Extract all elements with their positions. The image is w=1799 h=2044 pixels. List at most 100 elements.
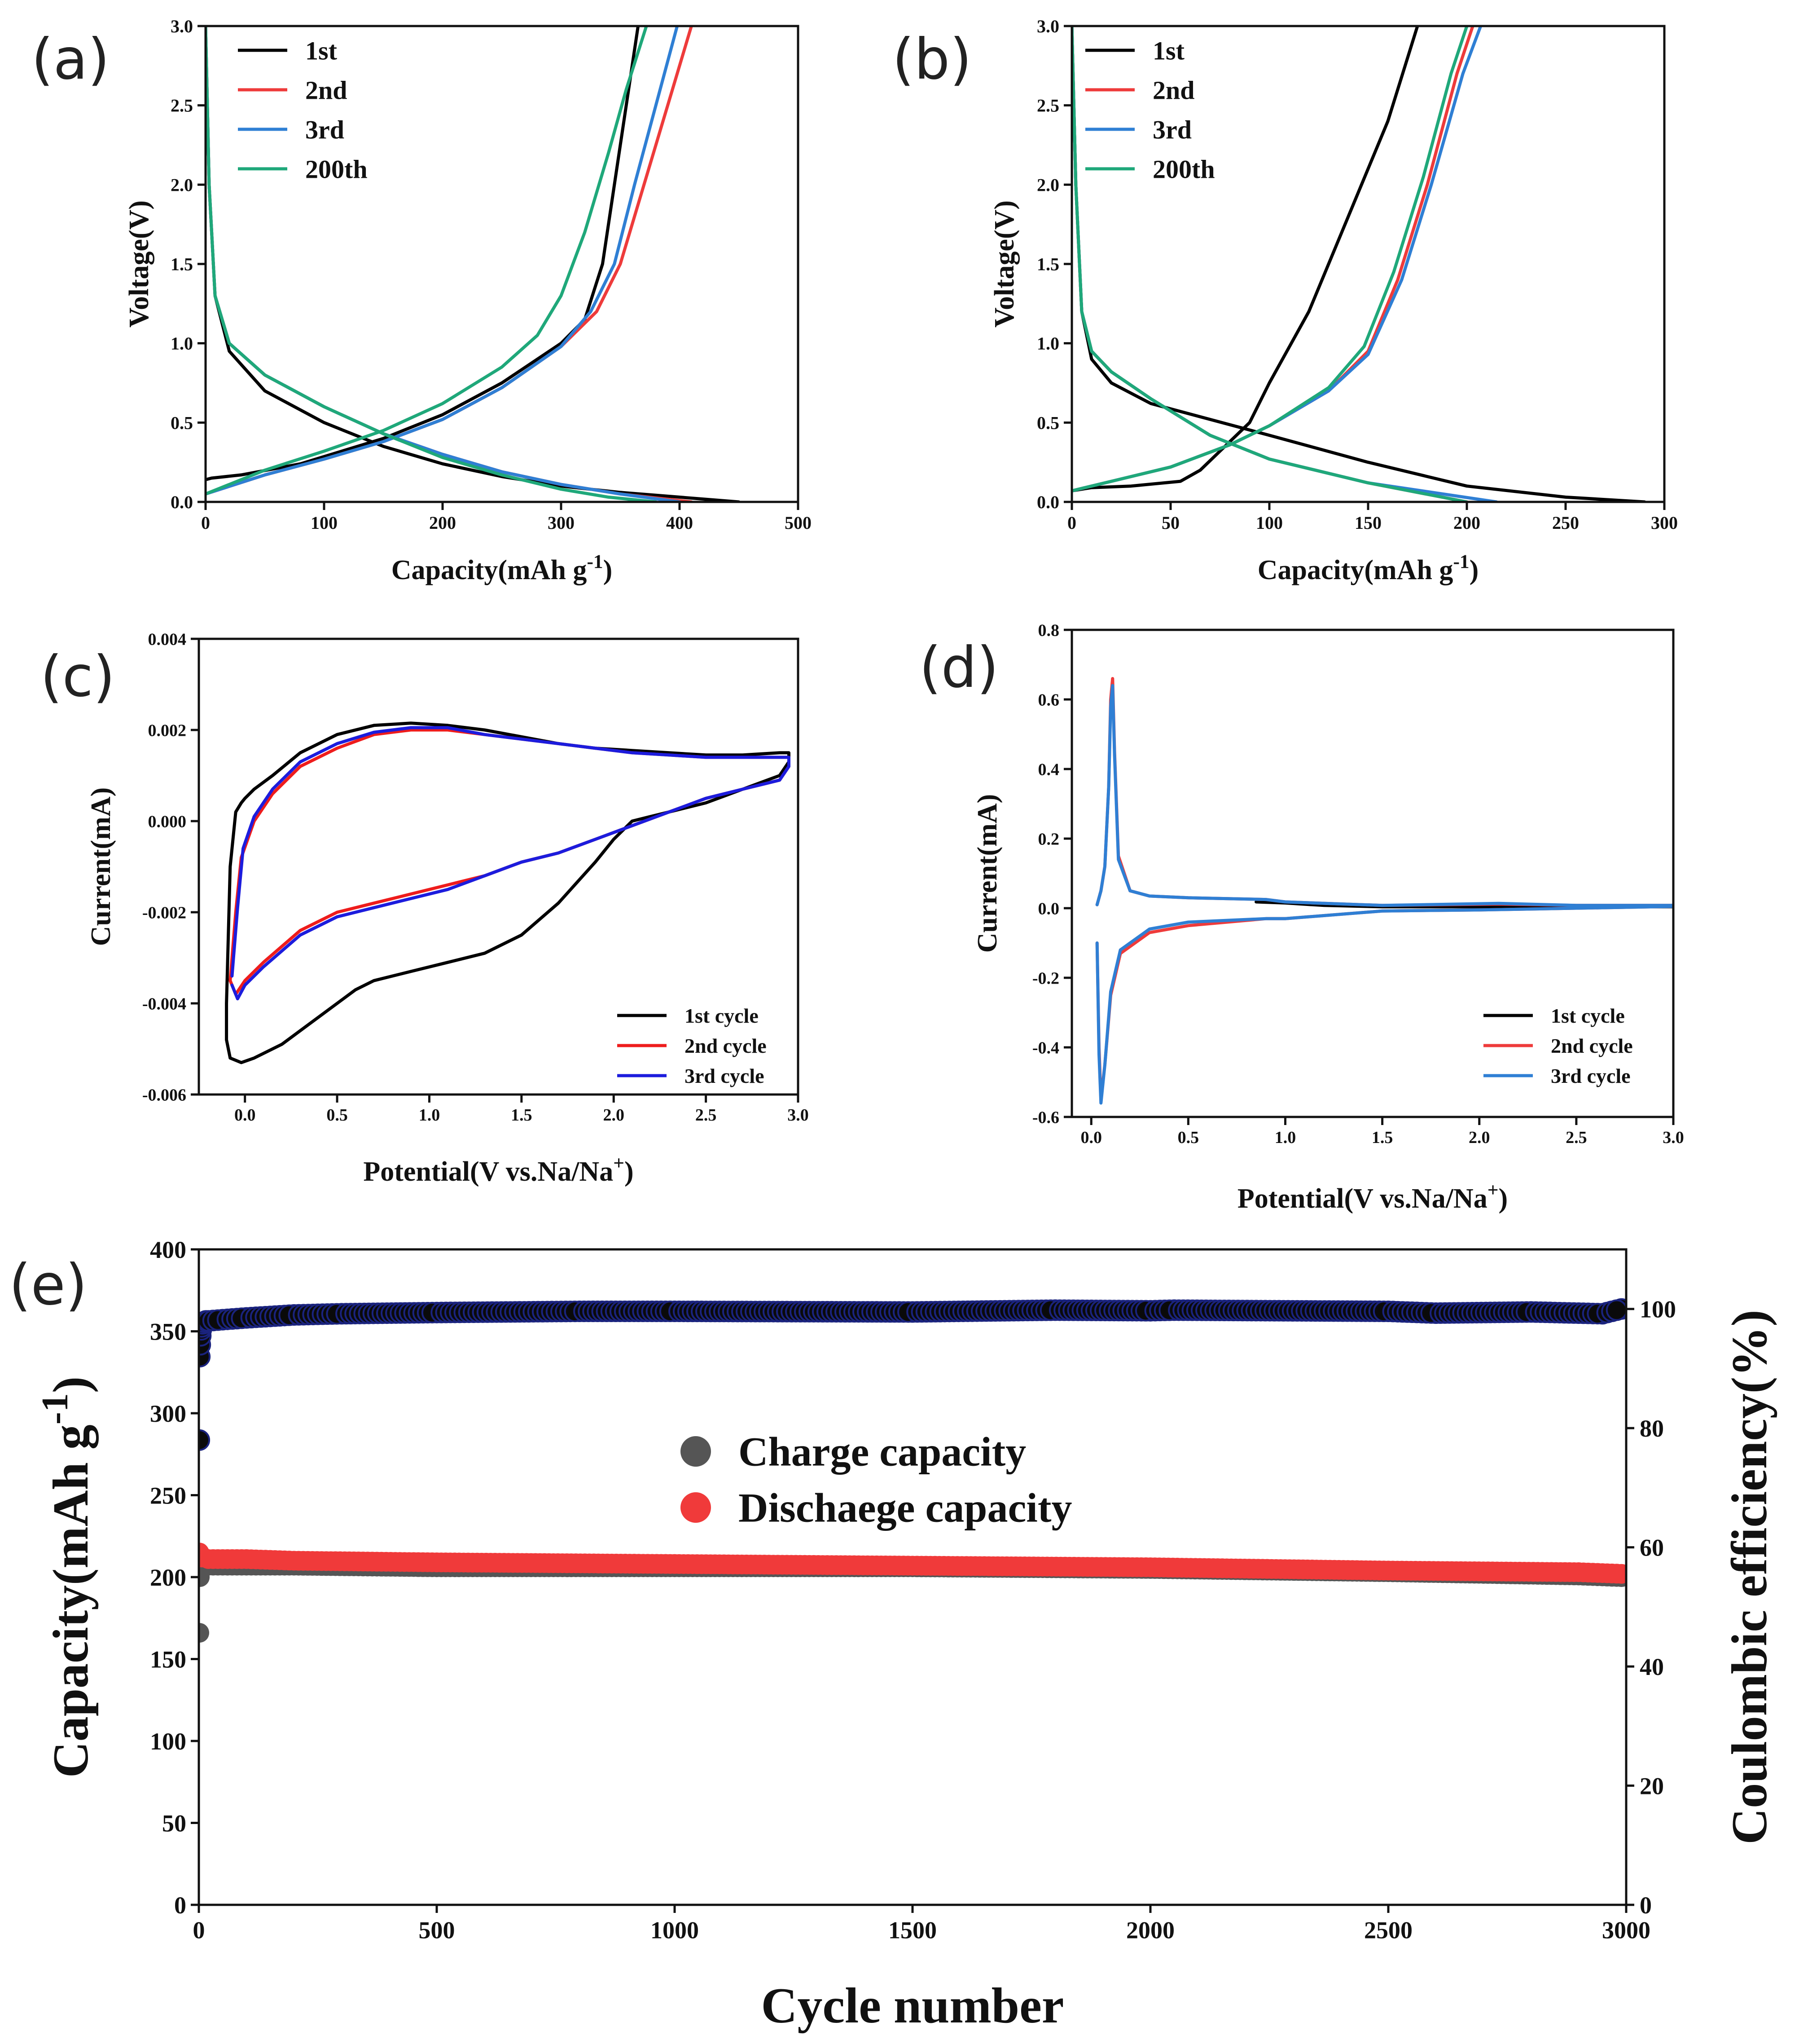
x-axis-title-close: ): [624, 1156, 634, 1187]
series-line-1st: [206, 26, 640, 481]
x-axis-title-close: ): [1470, 555, 1479, 585]
y-axis-title: Capacity(mAh g-1): [34, 1376, 99, 1778]
panel-label: (a): [31, 27, 110, 92]
x-axis-title-main: Capacity(mAh g: [391, 555, 587, 585]
y-tick-label: 0.5: [1037, 413, 1059, 433]
y-tick-label: -0.002: [142, 903, 186, 922]
y-tick-label: 0.004: [148, 630, 187, 649]
panel-label: (e): [9, 1253, 87, 1318]
panel-label: (b): [892, 27, 972, 92]
legend: 1st 2nd 3rd 200th: [238, 36, 368, 184]
legend-label: 2nd cycle: [684, 1034, 767, 1057]
legend-label: 200th: [305, 154, 368, 184]
x-axis-title: Capacity(mAh g-1): [391, 551, 613, 585]
y-tick-label: 50: [162, 1810, 186, 1837]
x-tick-label: 0: [201, 513, 210, 533]
y-tick-label: 0.4: [1038, 760, 1060, 779]
x-tick-label: 0: [1067, 513, 1076, 533]
series-line-200th: [206, 26, 658, 502]
legend-label: 2nd: [305, 75, 347, 105]
chart-panel-e: (e)0 500 1000 1500 2000 2500 30000501001502002…: [9, 1236, 1777, 2034]
y-axis-title-main: Voltage(V): [989, 200, 1020, 328]
legend-label: 1st: [305, 36, 338, 65]
y-tick-label: 3.0: [1037, 16, 1059, 36]
x-axis-title: Capacity(mAh g-1): [1258, 551, 1479, 585]
y-axis-title-close: ): [43, 1376, 99, 1393]
legend-label: 3rd cycle: [684, 1064, 764, 1087]
x-axis-title-sup: -1: [587, 551, 603, 572]
series-line-2nd: [206, 26, 693, 502]
legend: 1st cycle 2nd cycle 3rd cycle: [617, 1004, 767, 1087]
x-tick-label: 100: [311, 513, 338, 533]
x-axis-title-main: Capacity(mAh g: [1258, 555, 1453, 585]
y-axis-title-main: Current(mA): [972, 794, 1003, 953]
x-axis-title-main: Potential(V vs.Na/Na: [363, 1156, 613, 1187]
chart-panel-c: (c) 0.0 0.5 1.0 1.5 2.0 2.5 3.0 -0.006 -0.004 -0.0…: [40, 630, 809, 1187]
plot-area: [206, 26, 741, 502]
x-axis-title-close: ): [603, 555, 613, 585]
y-axis-title: Voltage(V): [989, 200, 1020, 328]
series-dischaege-capacity: [199, 1543, 1626, 1584]
x-tick-label: 250: [1552, 513, 1579, 533]
series-line-2nd: [206, 26, 693, 496]
series-line-200th: [1072, 26, 1469, 502]
y-tick-label: 0: [174, 1892, 186, 1919]
y-tick-label: 400: [150, 1236, 186, 1263]
y-tick-label: 2.5: [171, 96, 193, 116]
legend-label: 1st: [1153, 36, 1185, 65]
series-line-2nd: [1072, 26, 1474, 492]
x-axis-title-sup: -1: [1453, 551, 1469, 572]
y2-tick-label: 100: [1640, 1296, 1676, 1323]
y-axis-title-main: Current(mA): [86, 787, 116, 946]
x-tick-label: 1.0: [1275, 1128, 1296, 1147]
y2-tick-label: 40: [1640, 1653, 1664, 1680]
x-tick-label: 3.0: [1663, 1128, 1684, 1147]
x-tick-label: 1.0: [419, 1106, 440, 1125]
x-tick-label: 500: [419, 1917, 455, 1944]
x-tick-label: 150: [1355, 513, 1382, 533]
panel-label: (d): [919, 635, 999, 700]
data-point: [199, 1623, 210, 1643]
x-tick-label: 200: [1453, 513, 1480, 533]
plot-area: [1072, 26, 1646, 502]
y2-tick-label: 80: [1640, 1415, 1664, 1442]
y-tick-label: 0.2: [1038, 830, 1060, 848]
legend-label: 3rd: [1153, 115, 1192, 144]
legend-label: 3rd: [305, 115, 344, 144]
series-line-3rd: [206, 26, 679, 496]
series-line-200th: [1072, 26, 1469, 492]
x-tick-label: 2500: [1364, 1917, 1413, 1944]
x-tick-label: 500: [785, 513, 812, 533]
x-tick-label: 400: [666, 513, 693, 533]
y-tick-label: 1.0: [1037, 334, 1059, 354]
legend-label: 1st cycle: [1551, 1004, 1625, 1027]
x-axis-title-sup: +: [1487, 1179, 1499, 1201]
x-axis-title: Potential(V vs.Na/Na+): [1237, 1179, 1508, 1214]
y-axis-title: Current(mA): [86, 787, 116, 946]
x-tick-label: 1000: [650, 1917, 699, 1944]
x-tick-label: 2.5: [695, 1106, 717, 1125]
x-tick-label: 2.5: [1566, 1128, 1587, 1147]
legend-label: 3rd cycle: [1551, 1064, 1631, 1087]
legend: 1st cycle 2nd cycle 3rd cycle: [1483, 1004, 1633, 1087]
legend-label: Charge capacity: [738, 1429, 1026, 1474]
series-line-2nd-cycle: [228, 728, 790, 996]
y-tick-label: 2.0: [171, 175, 193, 195]
y-tick-label: -0.6: [1032, 1108, 1059, 1127]
y-axis-title: Current(mA): [972, 794, 1003, 953]
y-tick-label: 0.002: [148, 721, 187, 740]
legend: Charge capacity Dischaege capacity: [680, 1429, 1072, 1530]
y2-tick-label: 0: [1640, 1892, 1652, 1919]
x-tick-label: 300: [1651, 513, 1678, 533]
y-tick-label: 0.000: [148, 812, 187, 831]
series-line-3rd-cycle: [1095, 684, 1673, 1105]
series-coulombic-efficiency: [199, 1298, 1626, 1451]
y-tick-label: 0.6: [1038, 690, 1060, 709]
y-axis-title-main: Capacity(mAh g: [43, 1424, 99, 1778]
y-tick-label: 1.5: [1037, 254, 1059, 274]
data-point: [1606, 1299, 1626, 1321]
x-tick-label: 2000: [1126, 1917, 1175, 1944]
y-tick-label: 350: [150, 1318, 186, 1345]
x-axis-title-main: Cycle number: [761, 1978, 1064, 2034]
legend-swatch: [680, 1492, 711, 1523]
